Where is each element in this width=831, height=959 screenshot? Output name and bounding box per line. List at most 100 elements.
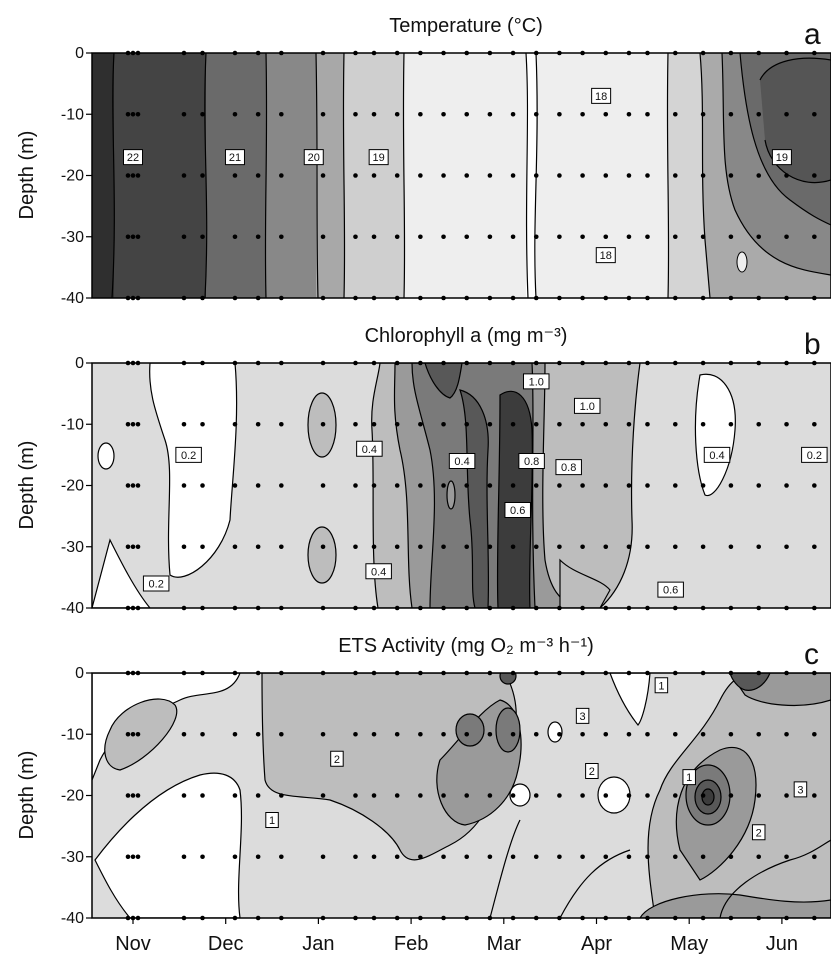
sample-point — [371, 360, 377, 366]
sample-point — [125, 915, 131, 921]
sample-point — [700, 544, 706, 550]
sample-point — [394, 915, 400, 921]
contour-label: 18 — [595, 247, 616, 264]
sample-point — [371, 234, 377, 240]
temp-contour — [534, 53, 538, 298]
sample-point — [181, 50, 187, 56]
sample-point — [232, 544, 238, 550]
sample-point — [255, 50, 261, 56]
temp-band-20 — [266, 53, 316, 298]
sample-point — [371, 421, 377, 427]
sample-point — [812, 50, 817, 56]
sample-point — [441, 111, 446, 117]
sample-point — [728, 295, 734, 301]
sample-point — [200, 670, 205, 676]
sample-point — [645, 173, 650, 178]
temp-contour — [111, 53, 115, 298]
sample-point — [394, 360, 400, 366]
ets-region-3-5 — [499, 673, 517, 685]
sample-point — [255, 234, 261, 240]
sample-point — [603, 854, 609, 860]
sample-point — [557, 173, 562, 178]
contour-label-text: 2 — [334, 754, 340, 766]
sample-point — [255, 605, 261, 611]
sample-point — [557, 670, 562, 676]
panel-b-contour-labels: 0.2 0.2 0.4 0.4 0.4 0.8 0.6 1.0 1.0 0.8 0.6 0.4 0.2 — [142, 373, 828, 598]
sample-point — [533, 544, 539, 550]
contour-label-text: 0.6 — [510, 505, 525, 517]
sample-point — [700, 173, 706, 178]
sample-point — [279, 483, 284, 488]
sample-point — [557, 915, 562, 921]
sample-point — [320, 605, 326, 611]
contour-label: 0.2 — [801, 446, 828, 463]
sample-point — [487, 173, 493, 178]
sample-point — [626, 50, 632, 56]
sample-point — [464, 421, 470, 427]
sample-point — [135, 234, 141, 240]
sample-point — [603, 50, 609, 56]
sample-point — [510, 421, 516, 427]
contour-label: 0.2 — [142, 575, 170, 592]
sample-point — [232, 915, 238, 921]
sample-point — [255, 483, 261, 488]
sample-point — [130, 483, 136, 488]
sample-point — [464, 360, 470, 366]
sample-point — [418, 421, 423, 427]
sample-point — [130, 605, 136, 611]
contour-label-text: 1 — [658, 680, 664, 692]
sample-point — [371, 295, 377, 301]
sample-point — [580, 50, 585, 56]
panel-b-sample-points — [125, 360, 817, 611]
sample-point — [371, 605, 377, 611]
sample-point — [255, 915, 261, 921]
sample-point — [626, 234, 632, 240]
sample-point — [135, 605, 141, 611]
panel-c-field — [92, 673, 831, 918]
sample-point — [728, 483, 734, 488]
contour-label: 0.4 — [448, 453, 476, 469]
sample-point — [418, 731, 423, 737]
sample-point — [464, 793, 470, 798]
chl-low-patch — [694, 373, 736, 497]
sample-point — [557, 234, 562, 240]
sample-point — [784, 483, 789, 488]
sample-point — [181, 111, 187, 117]
month-label: Jan — [302, 933, 334, 955]
sample-point — [626, 670, 632, 676]
sample-point — [784, 605, 789, 611]
sample-point — [232, 111, 238, 117]
sample-point — [464, 173, 470, 178]
sample-point — [394, 234, 400, 240]
sample-point — [464, 50, 470, 56]
panel-c-letter: c — [804, 638, 819, 671]
sample-point — [645, 111, 650, 117]
panel-c-contour-labels: 2 1 3 2 1 1 3 2 — [265, 677, 808, 841]
sample-point — [130, 295, 136, 301]
sample-point — [441, 544, 446, 550]
panel-c-title: ETS Activity (mg O₂ m⁻³ h⁻¹) — [338, 635, 594, 657]
chl-bloom-1-0-top — [424, 363, 463, 399]
sample-point — [812, 173, 817, 178]
panel-b-ylabel: Depth (m) — [16, 441, 38, 530]
sample-point — [580, 793, 585, 798]
ytick-label: -40 — [61, 290, 84, 307]
sample-point — [756, 295, 762, 301]
sample-point — [232, 793, 238, 798]
sample-point — [353, 544, 358, 550]
sample-point — [645, 360, 650, 366]
sample-point — [672, 854, 678, 860]
sample-point — [580, 483, 585, 488]
sample-point — [135, 793, 141, 798]
sample-point — [200, 111, 205, 117]
sample-point — [510, 483, 516, 488]
contour-label-text: 3 — [797, 784, 803, 796]
sample-point — [418, 544, 423, 550]
sample-point — [279, 360, 284, 366]
sample-point — [418, 111, 423, 117]
sample-point — [756, 483, 762, 488]
sample-point — [672, 793, 678, 798]
panel-b: Chlorophyll a (mg m⁻³) b Depth (m) 0.20.… — [16, 325, 831, 617]
sample-point — [700, 50, 706, 56]
